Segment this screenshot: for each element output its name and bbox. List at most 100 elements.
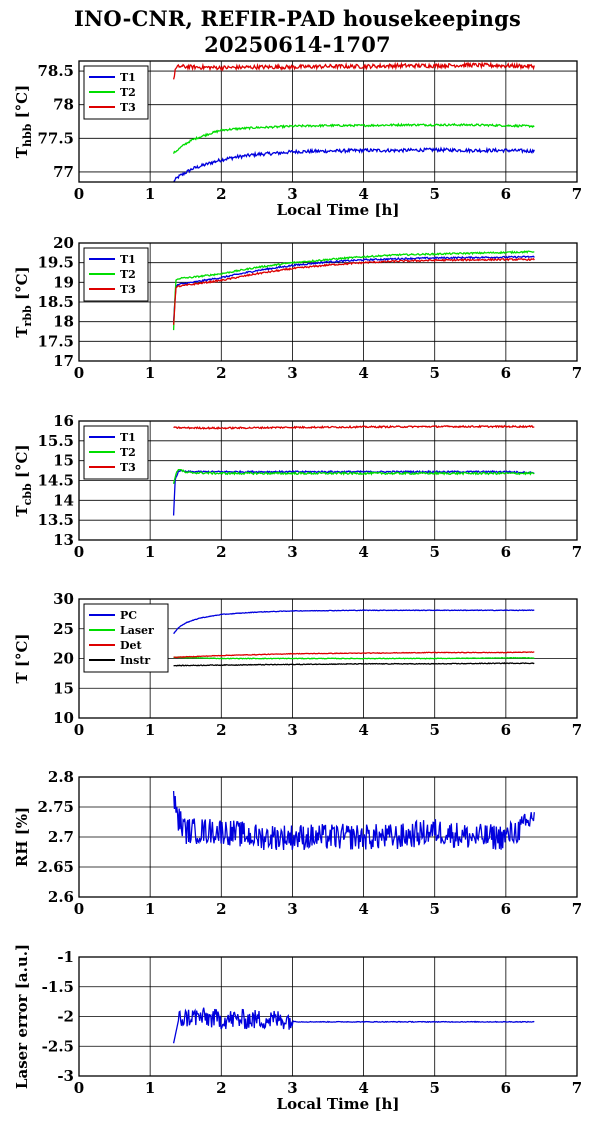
plot-frame bbox=[78, 956, 578, 1077]
legend-label: T3 bbox=[120, 101, 136, 114]
y-tick-label: 30 bbox=[53, 590, 74, 608]
y-tick-label: 20 bbox=[53, 234, 74, 252]
y-axis-label-unit: [°C] bbox=[13, 633, 31, 672]
y-tick-label: -1.5 bbox=[42, 978, 74, 996]
y-axis-label-unit: [°C] bbox=[13, 444, 31, 483]
legend-label: T3 bbox=[120, 283, 136, 296]
legend-label: T1 bbox=[120, 253, 136, 266]
plot-frame bbox=[78, 420, 578, 541]
x-tick-label: 7 bbox=[572, 721, 582, 739]
y-tick-label: 18 bbox=[53, 313, 74, 331]
x-tick-label: 4 bbox=[358, 543, 368, 561]
y-tick-label: -2 bbox=[57, 1008, 74, 1026]
y-tick-label: 15 bbox=[53, 679, 74, 697]
y-tick-label: 25 bbox=[53, 620, 74, 638]
x-tick-label: 6 bbox=[501, 364, 511, 382]
legend-label: Instr bbox=[120, 654, 150, 667]
x-tick-label: 1 bbox=[145, 900, 155, 918]
y-tick-label: 10 bbox=[53, 709, 74, 727]
y-tick-label: 14 bbox=[53, 491, 74, 509]
x-tick-label: 4 bbox=[358, 185, 368, 203]
x-tick-label: 5 bbox=[429, 543, 439, 561]
series-line-tmisc-laser bbox=[173, 656, 535, 660]
x-tick-label: 1 bbox=[145, 364, 155, 382]
x-tick-label: 6 bbox=[501, 1079, 511, 1097]
y-tick-label: 17.5 bbox=[37, 332, 74, 350]
series-line-tcbb-t3 bbox=[173, 424, 535, 431]
y-tick-label: 2.65 bbox=[37, 858, 74, 876]
y-axis-label: Tcbb [°C] bbox=[13, 444, 34, 516]
y-tick-label: -3 bbox=[57, 1067, 74, 1085]
x-tick-label: 0 bbox=[74, 1079, 84, 1097]
x-tick-label: 0 bbox=[74, 543, 84, 561]
x-tick-label: 2 bbox=[216, 721, 226, 739]
y-axis-label: Thbb [°C] bbox=[13, 85, 34, 158]
y-tick-label: -1 bbox=[57, 948, 74, 966]
y-axis-label-unit: [°C] bbox=[13, 266, 31, 305]
plot-frame bbox=[78, 242, 578, 362]
series-line-trbb-t1 bbox=[172, 255, 535, 323]
series-line-tmisc-det bbox=[173, 651, 535, 659]
y-tick-label: 78.5 bbox=[37, 62, 74, 80]
x-tick-label: 3 bbox=[287, 364, 297, 382]
y-tick-label: 78 bbox=[53, 96, 74, 114]
y-tick-label: 13 bbox=[53, 531, 74, 549]
y-tick-label: 2.75 bbox=[37, 798, 74, 816]
x-tick-label: 1 bbox=[145, 185, 155, 203]
series-line-thbb-t2 bbox=[172, 122, 535, 154]
series-line-tmisc-instr bbox=[173, 662, 535, 667]
x-tick-label: 3 bbox=[287, 721, 297, 739]
y-tick-label: 15.5 bbox=[37, 432, 74, 450]
x-tick-label: 7 bbox=[572, 185, 582, 203]
y-tick-label: 18.5 bbox=[37, 293, 74, 311]
y-tick-label: 2.7 bbox=[48, 828, 74, 846]
x-tick-label: 6 bbox=[501, 185, 511, 203]
x-tick-label: 4 bbox=[358, 1079, 368, 1097]
series-line-rh-main bbox=[172, 790, 535, 851]
x-tick-label: 2 bbox=[216, 185, 226, 203]
x-axis-label: Local Time [h] bbox=[277, 201, 400, 219]
legend-label: T2 bbox=[120, 446, 136, 459]
y-tick-label: -2.5 bbox=[42, 1037, 74, 1055]
x-tick-label: 2 bbox=[216, 1079, 226, 1097]
x-tick-label: 6 bbox=[501, 900, 511, 918]
y-axis-label-sub: rbb bbox=[21, 305, 34, 326]
y-axis-label-main: Laser error [a.u.] bbox=[13, 944, 31, 1089]
y-tick-label: 77.5 bbox=[37, 129, 74, 147]
x-tick-label: 5 bbox=[429, 185, 439, 203]
figure-title: INO-CNR, REFIR-PAD housekeepings bbox=[73, 6, 522, 31]
x-tick-label: 4 bbox=[358, 364, 368, 382]
series-line-laser-main bbox=[172, 1007, 535, 1044]
x-tick-label: 0 bbox=[74, 900, 84, 918]
x-tick-label: 4 bbox=[358, 721, 368, 739]
y-tick-label: 16 bbox=[53, 412, 74, 430]
x-tick-label: 7 bbox=[572, 364, 582, 382]
x-tick-label: 4 bbox=[358, 900, 368, 918]
plot-frame bbox=[78, 776, 578, 898]
x-tick-label: 5 bbox=[429, 900, 439, 918]
x-tick-label: 3 bbox=[287, 185, 297, 203]
x-tick-label: 2 bbox=[216, 364, 226, 382]
legend-label: PC bbox=[120, 609, 137, 622]
y-tick-label: 15 bbox=[53, 452, 74, 470]
x-tick-label: 3 bbox=[287, 543, 297, 561]
series-line-thbb-t1 bbox=[173, 146, 535, 183]
y-tick-label: 13.5 bbox=[37, 511, 74, 529]
x-tick-label: 6 bbox=[501, 721, 511, 739]
y-axis-label: T [°C] bbox=[13, 633, 31, 683]
series-line-thbb-t3 bbox=[172, 60, 535, 80]
legend-label: Laser bbox=[120, 624, 154, 637]
y-axis-label-main: T bbox=[13, 505, 31, 517]
x-tick-label: 5 bbox=[429, 721, 439, 739]
x-tick-label: 5 bbox=[429, 364, 439, 382]
y-axis-label-unit: [°C] bbox=[13, 85, 31, 124]
legend-label: T3 bbox=[120, 461, 136, 474]
y-axis-label-sub: cbb bbox=[21, 483, 34, 505]
legend-label: T1 bbox=[120, 431, 136, 444]
x-axis-label: Local Time [h] bbox=[277, 1095, 400, 1113]
x-tick-label: 7 bbox=[572, 900, 582, 918]
plot-frame bbox=[78, 60, 578, 183]
chart-rh: 0 1 2 3 4 5 6 7 2.6 2.65 2.7 2.75 2.8 RH [%] bbox=[13, 768, 582, 918]
y-axis-label: Laser error [a.u.] bbox=[13, 944, 31, 1089]
